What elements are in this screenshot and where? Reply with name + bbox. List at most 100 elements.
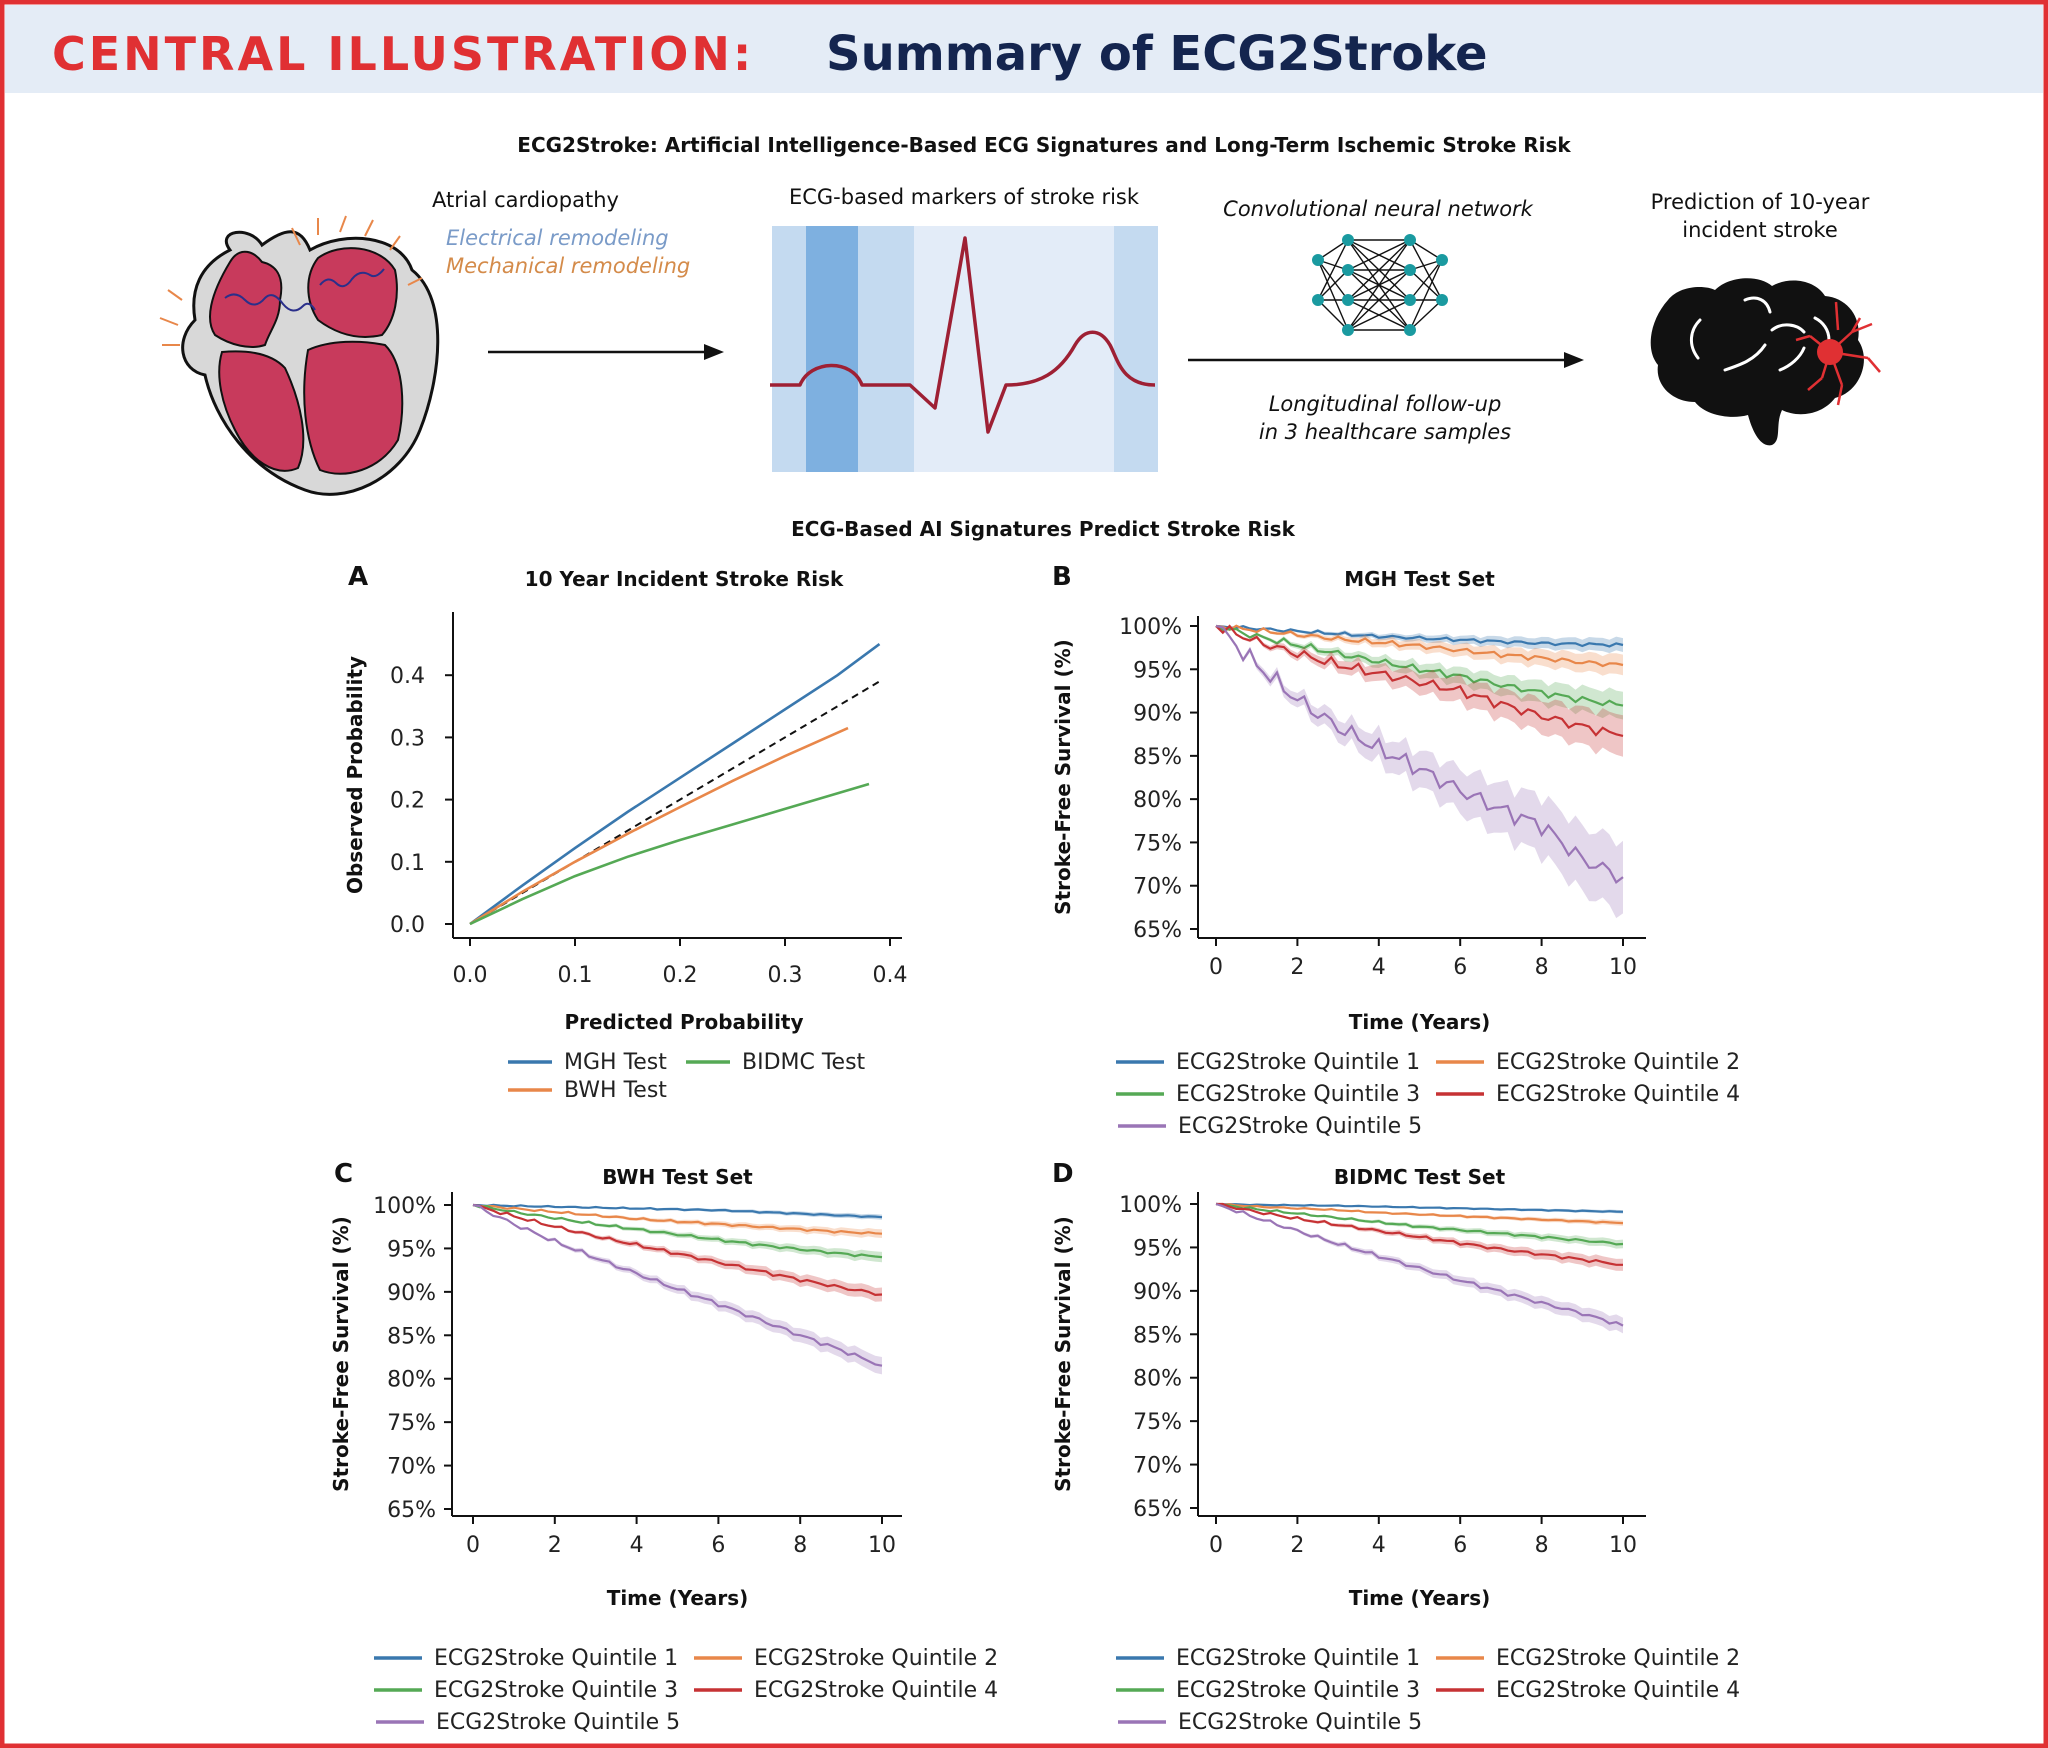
legend-item-q2: ECG2Stroke Quintile 2 <box>1436 1050 1740 1075</box>
nn-edge <box>1409 239 1443 301</box>
nn-edge <box>1409 259 1443 301</box>
y-tick-label: 0.1 <box>390 851 425 876</box>
y-axis-label: Stroke-Free Survival (%) <box>1051 639 1075 915</box>
legend-item-q3: ECG2Stroke Quintile 3 <box>1116 1678 1420 1703</box>
legend-label: ECG2Stroke Quintile 2 <box>754 1646 998 1671</box>
ecg-strip <box>770 226 1158 472</box>
x-tick-label: 8 <box>1535 955 1549 980</box>
confidence-band-q1 <box>1216 625 1623 654</box>
prediction-line-2: incident stroke <box>1682 218 1838 242</box>
nn-edge <box>1347 269 1411 331</box>
y-tick-label: 80% <box>387 1368 436 1393</box>
chart-title: MGH Test Set <box>1344 567 1495 591</box>
x-tick-label: 0.3 <box>768 963 803 988</box>
legend-label: ECG2Stroke Quintile 1 <box>434 1646 678 1671</box>
electrical-remodeling-label: Electrical remodeling <box>446 226 669 250</box>
confidence-band-q1 <box>1216 1204 1623 1214</box>
legend-item-q4: ECG2Stroke Quintile 4 <box>1436 1678 1740 1703</box>
cnn-caption: Convolutional neural network <box>1223 197 1534 221</box>
y-tick-label: 90% <box>1133 702 1182 727</box>
y-tick-label: 100% <box>1119 1193 1182 1218</box>
legend-item-q3: ECG2Stroke Quintile 3 <box>374 1678 678 1703</box>
x-axis-label: Time (Years) <box>1349 1010 1491 1034</box>
y-tick-label: 70% <box>1133 1454 1182 1479</box>
y-tick-label: 95% <box>387 1237 436 1262</box>
y-tick-label: 95% <box>1133 1236 1182 1261</box>
y-tick-label: 85% <box>1133 745 1182 770</box>
y-tick-label: 75% <box>1133 831 1182 856</box>
arrow-ecg-to-prediction <box>1188 352 1584 368</box>
series-line-q2 <box>472 1203 883 1235</box>
x-tick-label: 0 <box>1209 955 1223 980</box>
series-line-q4 <box>1215 624 1624 737</box>
y-tick-label: 100% <box>373 1194 436 1219</box>
legend-label: BWH Test <box>564 1078 667 1103</box>
y-tick-label: 70% <box>1133 875 1182 900</box>
series-line-q3 <box>472 1203 883 1259</box>
legend-label: ECG2Stroke Quintile 1 <box>1176 1646 1420 1671</box>
arrow-heart-to-ecg <box>488 344 724 360</box>
x-tick-label: 0.0 <box>453 963 488 988</box>
x-tick-label: 10 <box>1609 955 1637 980</box>
series-line-q4 <box>1216 1202 1623 1266</box>
x-axis-label: Time (Years) <box>607 1586 749 1610</box>
chart-title: BWH Test Set <box>602 1165 753 1189</box>
y-tick-label: 65% <box>1133 918 1182 943</box>
legend-label: ECG2Stroke Quintile 4 <box>1496 1082 1740 1107</box>
y-tick-label: 0.4 <box>390 664 425 689</box>
x-tick-label: 10 <box>868 1533 896 1558</box>
calibration-line-mgh-test <box>469 643 881 926</box>
legend-item-q4: ECG2Stroke Quintile 4 <box>1436 1082 1740 1107</box>
y-tick-label: 85% <box>387 1324 436 1349</box>
y-axis-label: Stroke-Free Survival (%) <box>329 1216 353 1492</box>
panel-c-bwh-survival-chart: C BWH Test Set 0 2 4 6 8 10 100% 95% 90% 85% 80% 75% 7… <box>329 1159 998 1735</box>
legend-label: ECG2Stroke Quintile 3 <box>1176 1082 1420 1107</box>
legend-item-mgh-test: MGH Test <box>508 1050 667 1075</box>
y-tick-label: 75% <box>387 1411 436 1436</box>
confidence-band-q5 <box>1216 626 1623 919</box>
series-line-q2 <box>1215 1202 1624 1225</box>
nn-node <box>1404 324 1416 336</box>
x-axis-label: Predicted Probability <box>564 1010 803 1034</box>
legend-item-q1: ECG2Stroke Quintile 1 <box>1116 1050 1420 1075</box>
x-tick-label: 6 <box>711 1533 725 1558</box>
x-tick-label: 4 <box>630 1533 644 1558</box>
legend-item-q5: ECG2Stroke Quintile 5 <box>376 1710 680 1735</box>
y-tick-label: 85% <box>1133 1323 1182 1348</box>
nn-edge <box>1317 259 1349 301</box>
nn-edge <box>1409 269 1443 301</box>
x-tick-label: 0.2 <box>663 963 698 988</box>
calibration-line-bidmc-test <box>469 782 870 926</box>
legend-label: ECG2Stroke Quintile 2 <box>1496 1050 1740 1075</box>
nn-node <box>1404 234 1416 246</box>
mechanical-remodeling-label: Mechanical remodeling <box>446 254 690 278</box>
x-tick-label: 2 <box>1290 955 1304 980</box>
legend-label: ECG2Stroke Quintile 3 <box>434 1678 678 1703</box>
x-tick-label: 0.1 <box>558 963 593 988</box>
y-tick-label: 90% <box>387 1281 436 1306</box>
y-tick-label: 70% <box>387 1455 436 1480</box>
x-axis-label: Time (Years) <box>1349 1586 1491 1610</box>
panel-b-mgh-survival-chart: B MGH Test Set 0 2 4 6 8 10 100% 95% 90% 85% 80% 75% 7… <box>1051 562 1740 1139</box>
series-line-q2 <box>1215 624 1624 668</box>
calibration-line-bwh-test <box>469 726 849 926</box>
reference-diagonal-line <box>469 680 881 925</box>
neural-network-icon <box>1312 234 1448 336</box>
legend-item-q4: ECG2Stroke Quintile 4 <box>694 1678 998 1703</box>
legend-label: ECG2Stroke Quintile 4 <box>754 1678 998 1703</box>
y-axis-label: Observed Probability <box>343 656 367 894</box>
legend-item-q5: ECG2Stroke Quintile 5 <box>1118 1114 1422 1139</box>
chart-title: 10 Year Incident Stroke Risk <box>525 567 844 591</box>
nn-node <box>1312 294 1324 306</box>
x-tick-label: 4 <box>1372 1533 1386 1558</box>
nn-edge <box>1347 239 1411 331</box>
x-tick-label: 4 <box>1372 955 1386 980</box>
nn-edge <box>1409 239 1443 261</box>
x-tick-label: 0 <box>466 1533 480 1558</box>
series-line-q1 <box>1215 1202 1624 1213</box>
panel-letter: D <box>1052 1159 1074 1189</box>
legend-item-q1: ECG2Stroke Quintile 1 <box>374 1646 678 1671</box>
overview-title: ECG2Stroke: Artificial Intelligence-Base… <box>517 133 1571 157</box>
